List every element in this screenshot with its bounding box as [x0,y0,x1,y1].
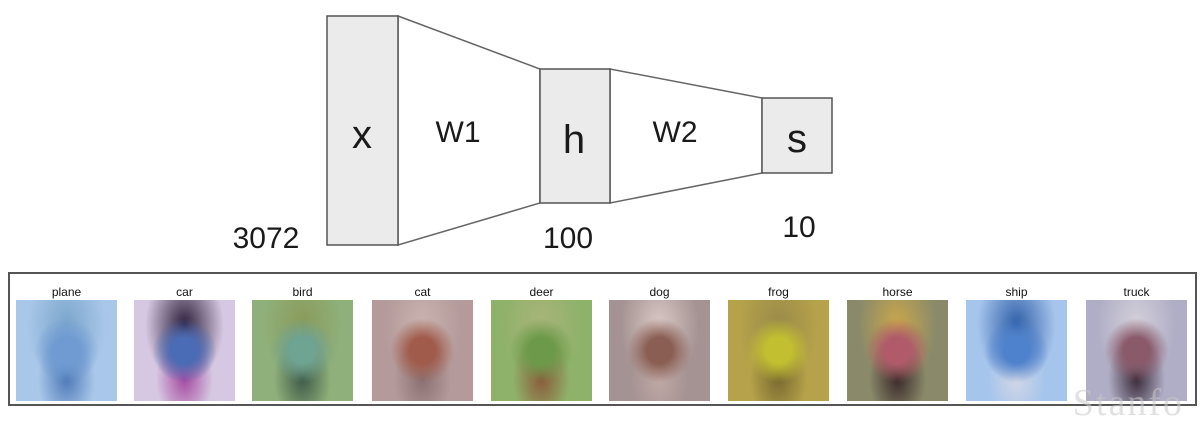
hidden-size-label: 100 [543,222,593,255]
w2-label: W2 [653,116,698,149]
template-cat: cat [372,284,473,401]
template-label: car [176,285,193,299]
output-layer-box [761,97,833,174]
input-layer-box [326,15,399,246]
template-label: deer [529,285,554,299]
watermark-text: Stanfo [1072,382,1184,424]
template-label: plane [51,285,82,299]
template-bird: bird [252,284,353,401]
template-label: truck [1123,285,1150,299]
template-label: horse [882,285,913,299]
hidden-layer-label: h [563,118,585,162]
template-image [16,300,117,401]
template-image [372,300,473,401]
template-image [252,300,353,401]
template-image [1086,300,1187,401]
template-horse: horse [847,284,948,401]
template-label: cat [414,285,431,299]
template-deer: deer [491,284,592,401]
template-image [609,300,710,401]
template-frog: frog [728,284,829,401]
template-image [491,300,592,401]
template-image [134,300,235,401]
template-dog: dog [609,284,710,401]
template-label: frog [768,285,789,299]
template-truck: truck [1086,284,1187,401]
template-label: dog [649,285,670,299]
template-strip: plane car bird cat deer dog frog horse ship truck [8,272,1197,406]
template-label: ship [1005,285,1028,299]
template-image [847,300,948,401]
template-label: bird [292,285,313,299]
template-plane: plane [16,284,117,401]
template-image [966,300,1067,401]
template-image [728,300,829,401]
template-car: car [134,284,235,401]
output-layer-label: s [787,117,807,161]
output-size-label: 10 [782,211,815,244]
w1-label: W1 [436,116,481,149]
input-layer-label: x [352,113,372,157]
template-ship: ship [966,284,1067,401]
network-diagram: x h s W1 W2 3072 100 10 [233,14,833,255]
hidden-layer-box [539,68,611,204]
input-size-label: 3072 [233,222,300,255]
